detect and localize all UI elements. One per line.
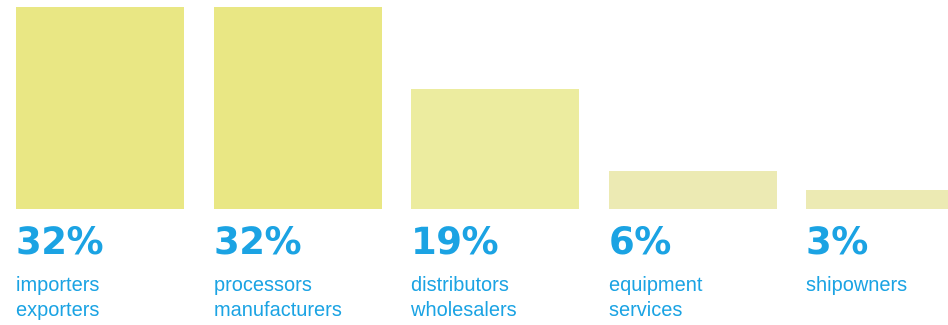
category-label-line: manufacturers [214, 299, 342, 321]
bar-0 [16, 7, 184, 209]
bar-4 [806, 190, 948, 209]
category-label-line: shipowners [806, 274, 908, 296]
category-label-1: processors manufacturers [214, 273, 342, 323]
category-label-line: exporters [16, 299, 100, 321]
value-label-0: 32% [16, 220, 104, 263]
category-label-2: distributors wholesalers [411, 273, 517, 323]
bar-2 [411, 89, 579, 209]
value-label-2: 19% [411, 220, 499, 263]
category-label-0: importers exporters [16, 273, 99, 323]
value-label-1: 32% [214, 220, 302, 263]
value-label-3: 6% [609, 220, 671, 263]
category-label-line: equipment [609, 274, 703, 296]
category-label-line: distributors [411, 274, 509, 296]
category-label-line: processors [214, 274, 312, 296]
bar-1 [214, 7, 382, 209]
category-label-line: wholesalers [411, 299, 517, 321]
bar-3 [609, 171, 777, 209]
value-label-4: 3% [806, 220, 868, 263]
category-label-line: importers [16, 274, 100, 296]
category-label-3: equipment services [609, 273, 702, 323]
category-label-4: shipowners [806, 273, 907, 298]
category-label-line: services [609, 299, 683, 321]
